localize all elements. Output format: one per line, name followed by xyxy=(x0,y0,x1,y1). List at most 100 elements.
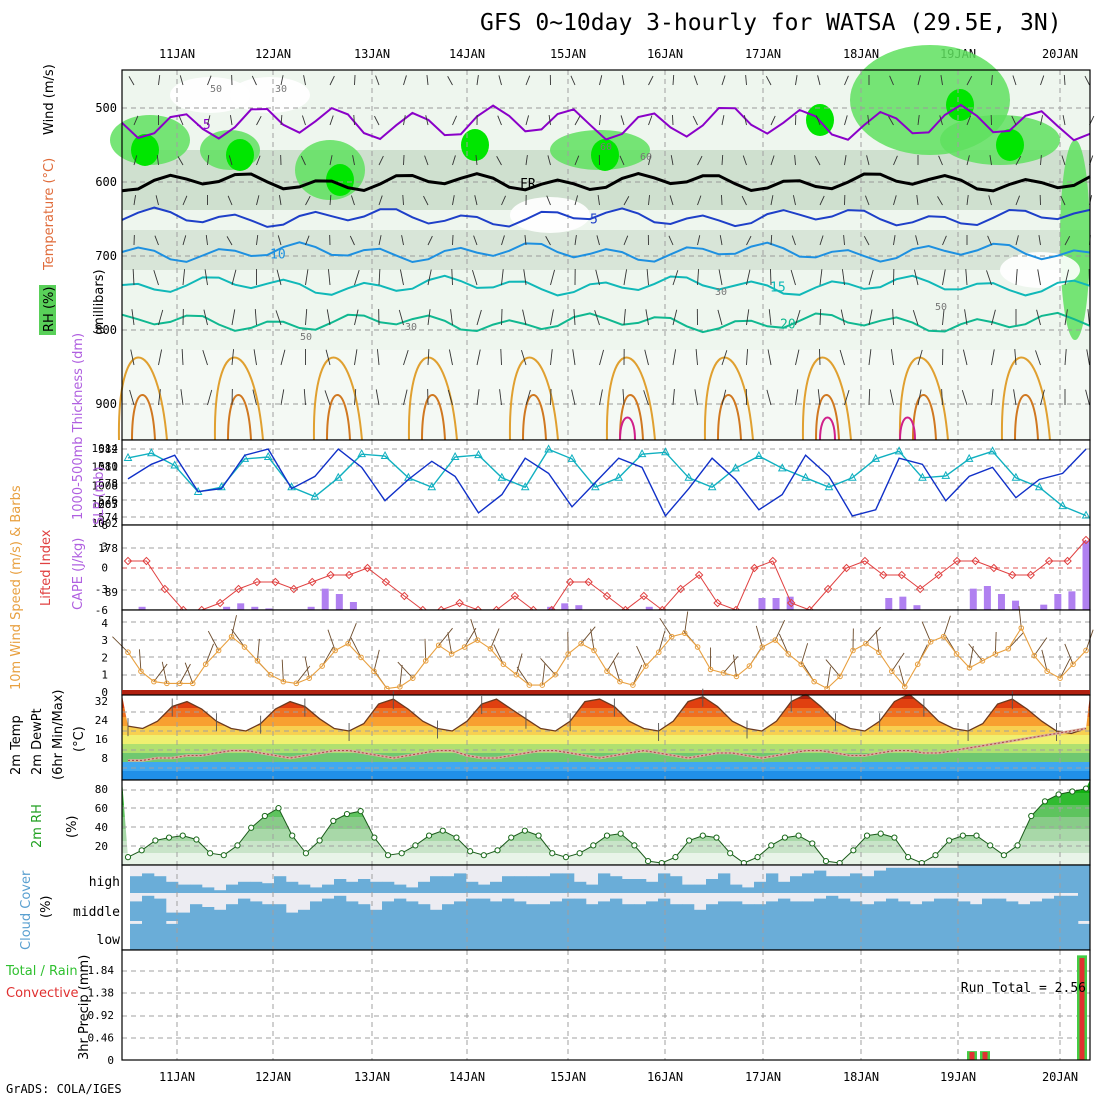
wind-barb xyxy=(571,389,576,406)
cloud-high-bar xyxy=(142,873,155,893)
wind-speed-marker xyxy=(474,637,481,643)
wind-barb xyxy=(670,155,674,166)
cloud-high-bar xyxy=(634,879,647,893)
cloud-middle-bar xyxy=(538,904,551,921)
wind-barb xyxy=(643,390,649,406)
cloud-tick: middle xyxy=(73,905,120,920)
temp-contour xyxy=(121,241,1091,264)
lifted-marker xyxy=(639,591,649,601)
wind-speed-marker xyxy=(487,645,494,652)
wind-barb xyxy=(132,269,135,286)
cloud-low-bar xyxy=(1042,921,1055,950)
lifted-marker xyxy=(842,563,851,573)
thickness-marker xyxy=(777,463,787,472)
cloud-high-bar xyxy=(346,881,359,893)
cloud-middle-bar xyxy=(250,901,263,921)
cloud-middle-bar xyxy=(754,904,767,921)
cloud-middle-bar xyxy=(154,898,167,921)
rh-marker xyxy=(439,827,446,834)
wind-barb xyxy=(770,195,774,206)
wind-barb xyxy=(525,75,531,86)
temp-tick: 16 xyxy=(95,733,108,746)
cloud-middle-bar xyxy=(1030,901,1043,921)
rh-marker xyxy=(165,834,173,841)
wind-barb xyxy=(181,349,184,366)
cape-bar xyxy=(1068,591,1076,610)
cloud-middle-bar xyxy=(562,898,575,921)
wind-barb xyxy=(280,114,283,126)
wind-barb xyxy=(177,156,184,166)
wind-barb xyxy=(913,269,919,286)
wind-barb xyxy=(942,309,945,326)
wind-barb xyxy=(133,155,138,166)
wind-speed-marker xyxy=(798,661,804,668)
lifted-marker xyxy=(252,577,262,587)
cloud-low-bar xyxy=(826,921,839,950)
wind-barb xyxy=(179,75,184,86)
cloud-high-bar xyxy=(778,881,791,893)
cloud-middle-bar xyxy=(814,898,827,921)
wind10-axis-label: 10m Wind Speed (m/s) & Barbs xyxy=(9,485,24,690)
wind-speed-marker xyxy=(526,682,533,688)
wind-barb xyxy=(228,155,233,166)
cape-bar xyxy=(758,598,766,610)
wind-barb xyxy=(1035,350,1041,366)
wind-barb xyxy=(942,269,946,286)
wind-speed-marker xyxy=(694,644,701,650)
wind-barb xyxy=(452,115,457,126)
rh-marker xyxy=(822,857,830,865)
wind-barb xyxy=(939,115,943,126)
surface-wind-barb xyxy=(112,636,129,653)
lifted-marker xyxy=(271,577,280,587)
cloud-low-bar xyxy=(1030,921,1043,950)
surface-wind-barb xyxy=(493,644,504,665)
precip-run-total: Run Total = 2.56 xyxy=(961,981,1086,996)
surface-wind-barb xyxy=(723,656,739,674)
wind-barb xyxy=(426,75,429,86)
wind-barb xyxy=(893,155,898,166)
wind-barb xyxy=(648,155,652,166)
wind-barb xyxy=(721,154,724,166)
rh-marker xyxy=(275,805,282,812)
wind-barb xyxy=(305,195,311,206)
rh-contour-label: 60 xyxy=(600,142,612,153)
precip-tick: 1.84 xyxy=(88,964,115,977)
top-date-label: 15JAN xyxy=(550,47,586,61)
rh-marker xyxy=(1041,798,1049,805)
thickness-marker xyxy=(707,482,717,491)
thickness-marker xyxy=(357,449,366,458)
cloud-high-bar xyxy=(886,867,899,893)
rh-marker xyxy=(795,832,802,839)
wind-barb xyxy=(991,389,994,406)
cloud-middle-bar xyxy=(970,904,983,921)
cloud-low-bar xyxy=(1018,921,1031,950)
wind-barb xyxy=(256,195,260,206)
surface-wind-barb xyxy=(1007,632,1024,650)
cloud-middle-bar xyxy=(358,904,371,921)
surface-wind-barb xyxy=(281,659,284,682)
rh-tick: 60 xyxy=(95,802,108,815)
wind-barb xyxy=(644,349,649,366)
cloud-middle-bar xyxy=(646,901,659,921)
lifted-marker xyxy=(897,570,907,580)
wind-barb xyxy=(741,195,747,206)
wind-barb xyxy=(1040,154,1042,166)
thickness-marker xyxy=(918,472,927,481)
surface-wind-barb xyxy=(327,629,336,651)
wind-barb xyxy=(427,235,433,246)
cloud-middle-bar xyxy=(382,901,395,921)
cloud-middle-bar xyxy=(778,898,791,921)
surface-wind-barb xyxy=(438,627,453,646)
precip-convective-bar xyxy=(1079,958,1085,1060)
wind-barb xyxy=(893,235,896,246)
thickness-marker xyxy=(590,482,600,491)
cloud-high-bar xyxy=(310,887,323,893)
cloud-middle-bar xyxy=(442,904,455,921)
wind-barb xyxy=(499,389,502,406)
wind-barb xyxy=(721,389,727,406)
cloud-high-bar xyxy=(994,865,1007,893)
lifted-marker xyxy=(584,577,593,587)
wind-barb xyxy=(158,75,161,86)
cloud-high-bar xyxy=(934,867,947,893)
wind-barb xyxy=(819,269,823,286)
